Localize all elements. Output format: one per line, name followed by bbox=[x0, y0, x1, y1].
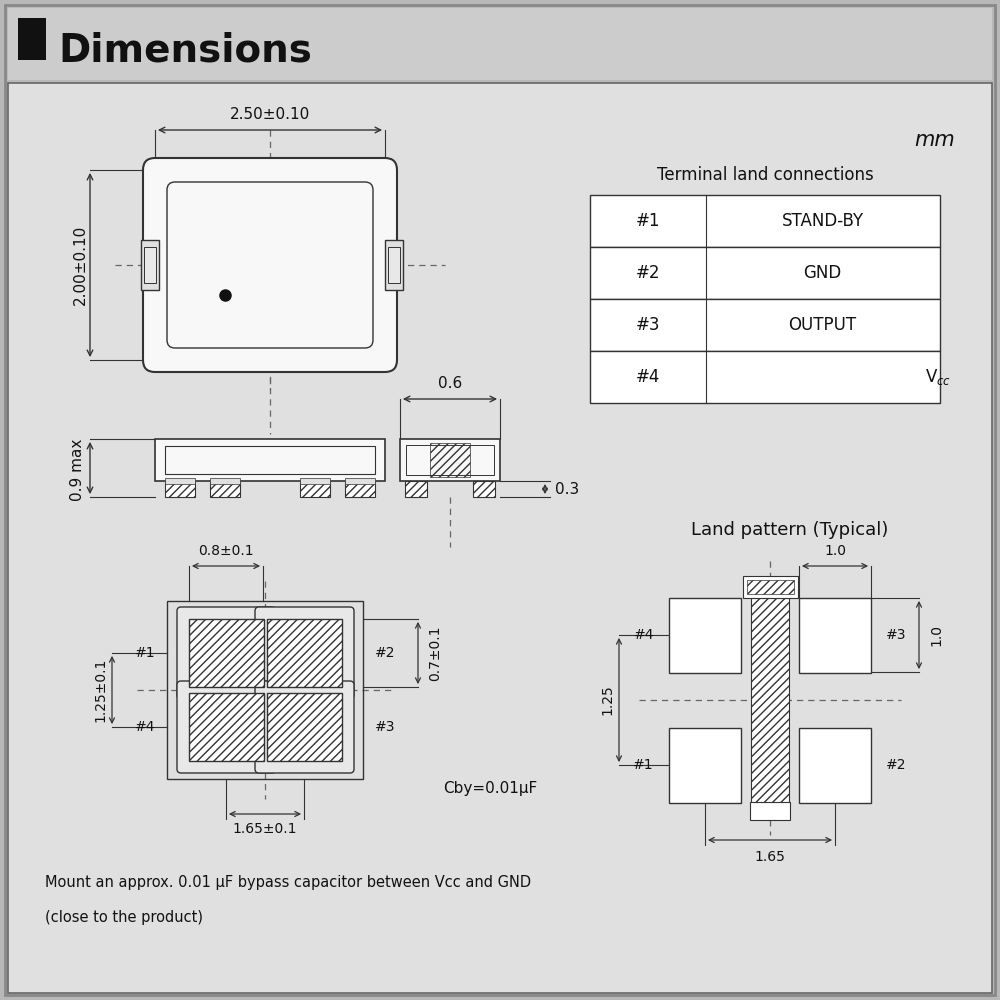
Bar bbox=[799, 728, 871, 803]
Bar bbox=[345, 481, 375, 497]
Text: Dimensions: Dimensions bbox=[58, 31, 312, 69]
Text: 2.50±0.10: 2.50±0.10 bbox=[230, 107, 310, 122]
Bar bbox=[210, 481, 240, 497]
Bar bbox=[300, 481, 330, 497]
Bar bbox=[144, 247, 156, 283]
Bar bbox=[8, 8, 992, 80]
Bar bbox=[400, 439, 500, 481]
Text: 0.7±0.1: 0.7±0.1 bbox=[428, 625, 442, 681]
Text: #3: #3 bbox=[375, 720, 396, 734]
Text: #1: #1 bbox=[636, 212, 660, 230]
Text: #2: #2 bbox=[886, 758, 906, 772]
Bar bbox=[141, 240, 159, 290]
Bar bbox=[189, 693, 264, 761]
Text: 0.6: 0.6 bbox=[438, 376, 462, 391]
Text: mm: mm bbox=[914, 130, 955, 150]
Bar bbox=[405, 481, 427, 497]
Text: (close to the product): (close to the product) bbox=[45, 910, 203, 925]
Text: #2: #2 bbox=[636, 264, 660, 282]
Text: #3: #3 bbox=[886, 628, 906, 642]
Text: Land pattern (Typical): Land pattern (Typical) bbox=[691, 521, 889, 539]
Bar bbox=[210, 478, 240, 484]
Bar bbox=[669, 598, 741, 673]
Bar bbox=[751, 598, 789, 803]
Text: 1.65±0.1: 1.65±0.1 bbox=[233, 822, 297, 836]
FancyBboxPatch shape bbox=[177, 607, 276, 699]
Text: #1: #1 bbox=[633, 758, 654, 772]
Text: Mount an approx. 0.01 μF bypass capacitor between Vcc and GND: Mount an approx. 0.01 μF bypass capacito… bbox=[45, 875, 531, 890]
Text: #4: #4 bbox=[636, 368, 660, 386]
Bar bbox=[590, 195, 940, 247]
Text: Terminal land connections: Terminal land connections bbox=[657, 166, 873, 184]
Text: 1.0: 1.0 bbox=[824, 544, 846, 558]
Text: 0.9 max: 0.9 max bbox=[70, 439, 86, 501]
Bar bbox=[799, 598, 871, 673]
Text: #2: #2 bbox=[375, 646, 396, 660]
Bar bbox=[590, 299, 940, 351]
Bar bbox=[590, 351, 940, 403]
Text: 0.8±0.1: 0.8±0.1 bbox=[198, 544, 254, 558]
FancyBboxPatch shape bbox=[177, 681, 276, 773]
Bar bbox=[406, 445, 494, 475]
Text: #4: #4 bbox=[634, 628, 654, 642]
FancyBboxPatch shape bbox=[167, 182, 373, 348]
FancyBboxPatch shape bbox=[255, 607, 354, 699]
Text: 1.25: 1.25 bbox=[600, 685, 614, 715]
Text: 0.3: 0.3 bbox=[555, 482, 579, 496]
Bar bbox=[18, 18, 46, 60]
Text: GND: GND bbox=[803, 264, 842, 282]
Bar bbox=[267, 693, 342, 761]
Bar bbox=[669, 728, 741, 803]
Bar bbox=[750, 802, 790, 820]
Bar bbox=[165, 481, 195, 497]
Bar bbox=[345, 478, 375, 484]
Bar bbox=[473, 481, 495, 497]
Text: STAND-BY: STAND-BY bbox=[781, 212, 864, 230]
Bar bbox=[267, 619, 342, 687]
Text: #4: #4 bbox=[134, 720, 155, 734]
Text: 1.65: 1.65 bbox=[755, 850, 785, 864]
Text: 1.25±0.1: 1.25±0.1 bbox=[93, 658, 107, 722]
Bar bbox=[167, 601, 363, 779]
Bar bbox=[155, 439, 385, 481]
Bar bbox=[743, 576, 798, 598]
FancyBboxPatch shape bbox=[143, 158, 397, 372]
Bar bbox=[430, 443, 470, 477]
Bar bbox=[385, 240, 403, 290]
FancyBboxPatch shape bbox=[255, 681, 354, 773]
Text: 1.0: 1.0 bbox=[929, 624, 943, 646]
Bar bbox=[165, 446, 375, 474]
Text: #3: #3 bbox=[636, 316, 660, 334]
Text: OUTPUT: OUTPUT bbox=[788, 316, 857, 334]
Bar bbox=[189, 619, 264, 687]
Bar bbox=[300, 478, 330, 484]
Bar bbox=[747, 580, 794, 594]
Text: Cby=0.01μF: Cby=0.01μF bbox=[443, 782, 537, 796]
Text: 2.00±0.10: 2.00±0.10 bbox=[72, 225, 88, 305]
Bar bbox=[165, 478, 195, 484]
Bar bbox=[388, 247, 400, 283]
Text: V$_{cc}$: V$_{cc}$ bbox=[925, 367, 951, 387]
Text: #1: #1 bbox=[134, 646, 155, 660]
Bar bbox=[590, 247, 940, 299]
